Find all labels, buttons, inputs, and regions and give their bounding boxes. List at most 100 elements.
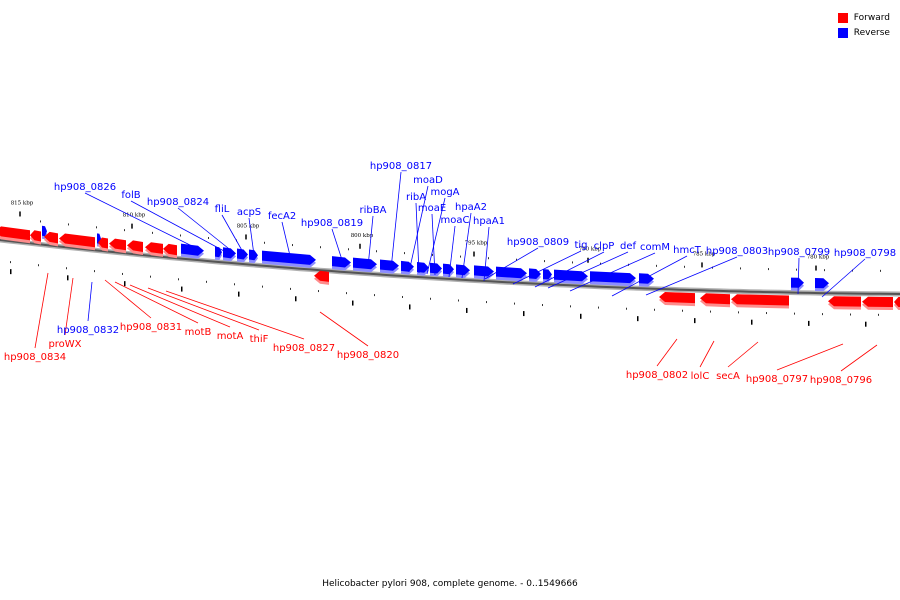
leader-hp908-0824 [177, 207, 234, 253]
minor-tick [682, 309, 683, 312]
gene-label-riba: ribA [406, 192, 426, 203]
legend-forward: Forward [837, 10, 890, 25]
gene-hp908-0809 [496, 266, 527, 279]
scale-tick-label: 795 kbp [465, 241, 488, 247]
leader-hmct [611, 255, 688, 297]
gene-label-seca: secA [716, 371, 740, 382]
major-tick [181, 286, 183, 292]
minor-tick [600, 262, 601, 265]
backbone-line [0, 238, 900, 296]
gene-hp908-0817 [353, 257, 377, 270]
minor-tick [122, 272, 123, 275]
minor-tick [570, 305, 571, 308]
gene-hp908-0797 [828, 296, 861, 307]
scale-tick-label: 815 kbp [11, 200, 34, 206]
leader-def [547, 251, 629, 289]
minor-tick [514, 302, 515, 305]
leader-hp908-0809 [484, 247, 539, 280]
leader-hp908-0834 [34, 272, 49, 349]
minor-tick [656, 264, 657, 267]
minor-tick [178, 278, 179, 281]
major-tick [352, 300, 354, 306]
leader-hp908-0831 [104, 279, 152, 319]
minor-tick [404, 252, 405, 255]
gene-label-hp908-0832: hp908_0832 [57, 325, 119, 336]
leader-moad [408, 185, 429, 273]
gene-clpp [543, 269, 552, 280]
major-tick [694, 318, 696, 324]
gene-riba [401, 260, 414, 272]
legend-reverse-label: Reverse [853, 27, 890, 38]
minor-tick [598, 306, 599, 309]
gene-label-comm: comM [640, 242, 670, 253]
leader-flil [221, 214, 245, 255]
gene-label-hmct: hmcT [673, 245, 702, 256]
gene-label-moae: moaE [418, 203, 446, 214]
minor-tick [488, 257, 489, 260]
gene-seca [731, 294, 789, 306]
gene-label-hp908-0797: hp908_0797 [746, 374, 808, 385]
leader-hp908-0827 [165, 290, 305, 340]
major-tick [466, 307, 468, 313]
major-tick [523, 311, 525, 317]
gene-hp908-0834 [0, 226, 30, 241]
scale-tick-label: 785 kbp [693, 251, 716, 257]
leader-motb [114, 281, 199, 324]
gene-comm [590, 271, 636, 284]
gene-label-hpaa1: hpaA1 [473, 216, 505, 227]
gene-label-motb: motB [185, 327, 212, 338]
gene-label-moac: moaC [441, 215, 470, 226]
minor-tick [208, 237, 209, 240]
leader-hpaa1 [483, 226, 490, 282]
legend-forward-label: Forward [853, 12, 890, 23]
leader-prowx [64, 277, 74, 336]
minor-tick [346, 292, 347, 295]
minor-tick [348, 248, 349, 251]
major-tick [10, 269, 12, 275]
minor-tick [684, 265, 685, 268]
leader-hp908-0798 [821, 258, 866, 298]
leader-mota [129, 284, 231, 328]
minor-tick [796, 268, 797, 271]
leader-comm [569, 252, 656, 292]
gene-moga [417, 262, 429, 273]
leader-hp908-0799 [797, 257, 800, 295]
minor-tick [40, 220, 41, 223]
leader-moac [448, 225, 456, 278]
gene-label-hp908-0831: hp908_0831 [120, 322, 182, 333]
gene-label-folb: folB [121, 190, 140, 201]
scale-tick-label: 780 kbp [807, 255, 830, 261]
legend-reverse: Reverse [837, 25, 890, 40]
minor-tick [290, 287, 291, 290]
gene-label-moad: moaD [413, 175, 443, 186]
gene-label-hp908-0802: hp908_0802 [626, 370, 688, 381]
gene-hp908-0798 [815, 278, 829, 289]
gene-label-hp908-0820: hp908_0820 [337, 350, 399, 361]
minor-tick [94, 270, 95, 273]
gene-hp908-0831a [44, 231, 58, 244]
minor-tick [824, 269, 825, 272]
gene-hp908-0802 [659, 292, 695, 304]
gene-prowx [30, 230, 41, 242]
scale-tick-label: 810 kbp [123, 213, 146, 219]
major-tick [580, 313, 582, 319]
major-tick [124, 281, 126, 287]
minor-tick [458, 299, 459, 302]
minor-tick [124, 229, 125, 232]
minor-tick [318, 290, 319, 293]
minor-tick [432, 253, 433, 256]
minor-tick [96, 226, 97, 229]
minor-tick [10, 261, 11, 264]
minor-tick [766, 312, 767, 315]
legend: Forward Reverse [837, 10, 890, 40]
gene-label-hp908-0817: hp908_0817 [370, 161, 432, 172]
minor-tick [150, 275, 151, 278]
minor-tick [878, 313, 879, 316]
minor-tick [152, 231, 153, 234]
gene-ribba [332, 256, 351, 268]
minor-tick [822, 313, 823, 316]
leader-hp908-0796 [840, 344, 878, 372]
gene-feca2 [249, 249, 258, 261]
minor-tick [66, 267, 67, 270]
